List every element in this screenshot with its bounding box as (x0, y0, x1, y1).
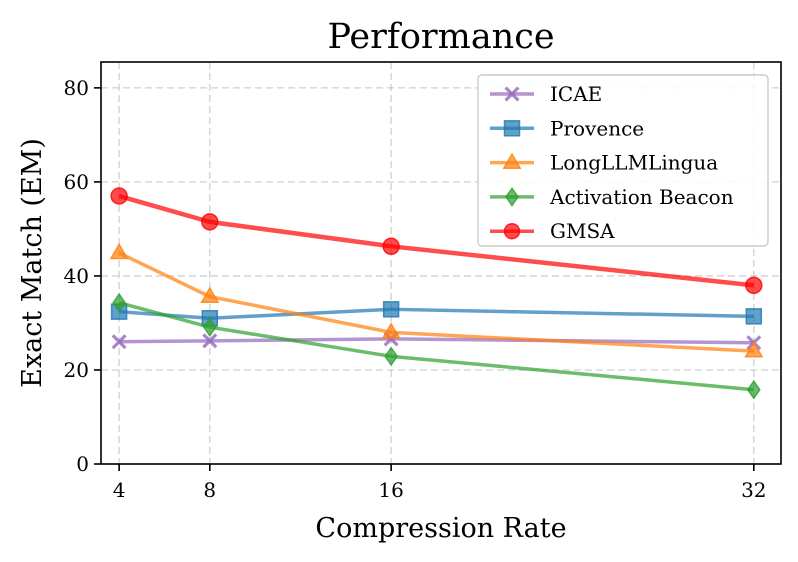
legend-label: ICAE (550, 82, 602, 106)
y-tick-label: 80 (64, 76, 89, 100)
series-activation-beacon (112, 292, 761, 400)
data-point-gmsa (201, 213, 219, 231)
legend-item-activation-beacon: Activation Beacon (490, 185, 734, 209)
data-point-gmsa (110, 187, 128, 205)
legend-item-longllmlingua: LongLLMLingua (490, 151, 718, 175)
data-point-gmsa (745, 276, 763, 295)
legend-marker-provence (503, 120, 521, 137)
data-point-activation-beacon (202, 317, 217, 338)
plot-frame (100, 61, 782, 465)
data-point-longllmlingua (381, 322, 401, 339)
x-tick-label: 32 (741, 478, 766, 502)
x-axis-ticks: 4 8 16 32 (113, 464, 767, 502)
series-longllmlingua (109, 242, 764, 358)
series-line-longllmlingua (118, 251, 754, 353)
data-point-gmsa (382, 237, 400, 256)
y-tick-label: 20 (64, 358, 89, 382)
legend-item-icae: ICAE (490, 82, 602, 106)
legend-item-gmsa: GMSA (490, 219, 615, 243)
data-point-provence (382, 301, 400, 318)
y-tick-label: 60 (64, 170, 89, 194)
x-tick-label: 8 (203, 478, 216, 502)
x-axis-label: Compression Rate (315, 513, 566, 544)
legend-marker-activation-beacon (505, 186, 519, 207)
chart-title: Performance (327, 17, 554, 57)
series-line-icae (119, 337, 754, 345)
data-point-provence (745, 308, 763, 325)
legend-marker-gmsa (503, 222, 521, 240)
legend-marker-longllmlingua (502, 152, 522, 169)
legend-label: GMSA (550, 219, 615, 243)
legend-box (477, 74, 769, 247)
data-point-longllmlingua (109, 242, 129, 260)
data-point-icae (111, 334, 127, 350)
legend-item-provence: Provence (490, 116, 644, 140)
data-point-longllmlingua (200, 286, 220, 303)
y-tick-label: 0 (76, 452, 89, 476)
legend-label: LongLLMLingua (550, 151, 718, 175)
legend-label: Provence (550, 116, 644, 140)
legend-label: Activation Beacon (549, 185, 734, 209)
data-point-activation-beacon (384, 346, 399, 367)
data-point-activation-beacon (112, 292, 127, 313)
y-axis-ticks: 0 20 40 60 80 (64, 76, 101, 476)
series-line-gmsa (118, 193, 755, 288)
data-point-longllmlingua (744, 341, 764, 358)
x-tick-label: 16 (378, 478, 403, 502)
x-tick-label: 4 (113, 478, 126, 502)
data-point-icae (202, 333, 218, 349)
data-point-activation-beacon (746, 379, 761, 400)
y-tick-label: 40 (64, 264, 89, 288)
plot-area (109, 187, 764, 400)
y-axis-label: Exact Match (EM) (17, 138, 48, 388)
series-gmsa (110, 187, 763, 295)
legend-marker-icae (504, 86, 520, 102)
series-line-activation-beacon (118, 301, 754, 392)
legend: ICAE Provence LongLLMLingua Activation Beac… (477, 74, 769, 247)
